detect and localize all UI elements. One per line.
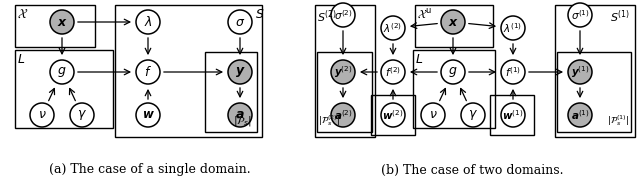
Text: $f^{(2)}$: $f^{(2)}$	[385, 65, 401, 79]
Text: $S^{(2)}$: $S^{(2)}$	[317, 8, 337, 25]
Circle shape	[381, 103, 405, 127]
Text: $L$: $L$	[415, 53, 423, 66]
Bar	[15, 50, 113, 128]
Circle shape	[228, 60, 252, 84]
Circle shape	[568, 3, 592, 27]
Circle shape	[381, 60, 405, 84]
Bar	[205, 52, 257, 132]
Text: $f$: $f$	[144, 65, 152, 79]
Text: $\boldsymbol{y}$: $\boldsymbol{y}$	[235, 65, 245, 79]
Circle shape	[228, 10, 252, 34]
Circle shape	[501, 103, 525, 127]
Circle shape	[421, 103, 445, 127]
Text: $g$: $g$	[448, 65, 458, 79]
Text: $\nu$: $\nu$	[38, 108, 46, 121]
Text: (a) The case of a single domain.: (a) The case of a single domain.	[49, 163, 251, 176]
Circle shape	[501, 16, 525, 40]
Text: $\boldsymbol{x}$: $\boldsymbol{x}$	[56, 16, 67, 28]
Circle shape	[501, 60, 525, 84]
Text: $\lambda^{(1)}$: $\lambda^{(1)}$	[504, 21, 522, 35]
Bar	[317, 52, 372, 132]
Text: $g$: $g$	[57, 65, 67, 79]
Text: $S^{(1)}$: $S^{(1)}$	[610, 8, 630, 25]
Circle shape	[136, 60, 160, 84]
Text: $\boldsymbol{y}^{(1)}$: $\boldsymbol{y}^{(1)}$	[571, 64, 589, 80]
Text: $\boldsymbol{w}^{(2)}$: $\boldsymbol{w}^{(2)}$	[382, 108, 404, 122]
Circle shape	[568, 60, 592, 84]
Text: $\sigma$: $\sigma$	[235, 16, 245, 28]
Circle shape	[50, 60, 74, 84]
Bar	[415, 5, 493, 47]
Text: $\gamma$: $\gamma$	[468, 108, 478, 122]
Circle shape	[441, 60, 465, 84]
Circle shape	[568, 103, 592, 127]
Bar	[555, 5, 635, 137]
Text: $\mathcal{X}$: $\mathcal{X}$	[17, 8, 28, 21]
Bar	[413, 50, 495, 128]
Bar	[315, 5, 375, 137]
Bar	[115, 5, 262, 137]
Circle shape	[136, 103, 160, 127]
Text: $|\mathcal{P}_s|$: $|\mathcal{P}_s|$	[233, 114, 252, 128]
Bar	[15, 5, 95, 47]
Text: $|\mathcal{P}_s^{(2)}|$: $|\mathcal{P}_s^{(2)}|$	[318, 113, 340, 128]
Circle shape	[331, 60, 355, 84]
Circle shape	[461, 103, 485, 127]
Bar	[490, 95, 534, 135]
Text: $\boldsymbol{a}^{(1)}$: $\boldsymbol{a}^{(1)}$	[571, 108, 589, 122]
Text: $\boldsymbol{w}^{(1)}$: $\boldsymbol{w}^{(1)}$	[502, 108, 524, 122]
Text: (b) The case of two domains.: (b) The case of two domains.	[381, 163, 563, 176]
Text: $f^{(1)}$: $f^{(1)}$	[505, 65, 521, 79]
Circle shape	[50, 10, 74, 34]
Text: $\nu$: $\nu$	[429, 108, 437, 121]
Text: $\boldsymbol{w}$: $\boldsymbol{w}$	[141, 108, 154, 121]
Text: $|\mathcal{P}_s^{(1)}|$: $|\mathcal{P}_s^{(1)}|$	[607, 113, 629, 128]
Text: $\boldsymbol{a}^{(2)}$: $\boldsymbol{a}^{(2)}$	[333, 108, 353, 122]
Circle shape	[331, 103, 355, 127]
Circle shape	[30, 103, 54, 127]
Circle shape	[331, 3, 355, 27]
Circle shape	[441, 10, 465, 34]
Circle shape	[70, 103, 94, 127]
Text: $\sigma^{(1)}$: $\sigma^{(1)}$	[571, 8, 589, 22]
Circle shape	[228, 103, 252, 127]
Text: $\boldsymbol{y}^{(2)}$: $\boldsymbol{y}^{(2)}$	[333, 64, 352, 80]
Bar	[371, 95, 415, 135]
Circle shape	[136, 10, 160, 34]
Text: $\lambda$: $\lambda$	[143, 15, 152, 29]
Text: $\lambda^{(2)}$: $\lambda^{(2)}$	[383, 21, 403, 35]
Text: $\gamma$: $\gamma$	[77, 108, 87, 122]
Text: $\boldsymbol{x}$: $\boldsymbol{x}$	[447, 16, 458, 28]
Text: $S$: $S$	[255, 8, 264, 21]
Text: $\sigma^{(2)}$: $\sigma^{(2)}$	[333, 8, 353, 22]
Bar	[557, 52, 631, 132]
Text: $\boldsymbol{a}$: $\boldsymbol{a}$	[235, 108, 245, 121]
Text: $L$: $L$	[17, 53, 25, 66]
Circle shape	[381, 16, 405, 40]
Text: $\mathcal{X}^{\mathrm{u}}$: $\mathcal{X}^{\mathrm{u}}$	[417, 8, 432, 21]
